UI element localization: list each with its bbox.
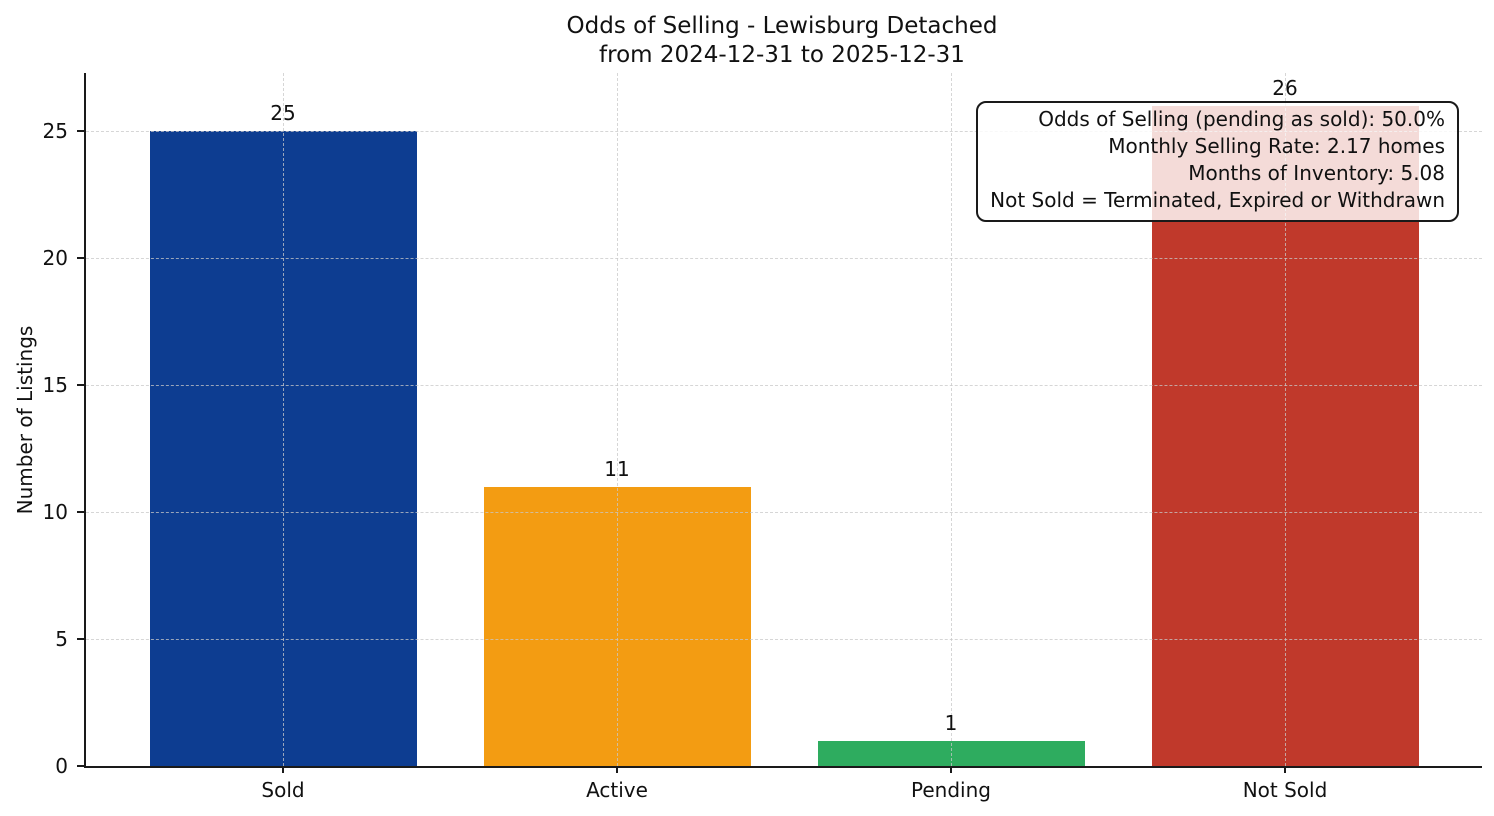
vertical-gridline xyxy=(951,73,952,766)
vertical-gridline xyxy=(283,73,284,766)
vertical-gridline xyxy=(617,73,618,766)
annotation-line-monthly-rate: Monthly Selling Rate: 2.17 homes xyxy=(1108,134,1445,158)
vertical-gridline xyxy=(1285,73,1286,766)
x-tick-mark xyxy=(282,766,284,773)
bar-value-label: 26 xyxy=(1272,75,1298,100)
y-tick-label: 10 xyxy=(42,500,68,524)
horizontal-gridline xyxy=(86,258,1482,259)
annotation-line-odds: Odds of Selling (pending as sold): 50.0% xyxy=(1038,107,1445,131)
y-tick-mark xyxy=(77,130,84,132)
y-tick-mark xyxy=(77,257,84,259)
y-tick-label: 0 xyxy=(55,754,68,778)
chart-title-line2: from 2024-12-31 to 2025-12-31 xyxy=(599,42,965,68)
x-tick-mark xyxy=(616,766,618,773)
y-tick-label: 5 xyxy=(55,627,68,651)
x-tick-label: Not Sold xyxy=(1242,778,1328,802)
x-tick-mark xyxy=(1284,766,1286,773)
annotation-box: Odds of Selling (pending as sold): 50.0%… xyxy=(976,101,1459,222)
chart-title: Odds of Selling - Lewisburg Detached fro… xyxy=(84,12,1480,70)
y-tick-mark xyxy=(77,638,84,640)
y-tick-mark xyxy=(77,765,84,767)
bar-value-label: 25 xyxy=(270,101,296,125)
x-tick-label: Pending xyxy=(911,778,991,802)
bar-value-label: 11 xyxy=(604,456,630,481)
y-tick-mark xyxy=(77,384,84,386)
horizontal-gridline xyxy=(86,385,1482,386)
y-tick-label: 25 xyxy=(42,119,68,143)
x-tick-label: Active xyxy=(586,778,648,802)
horizontal-gridline xyxy=(86,512,1482,513)
y-tick-label: 15 xyxy=(42,373,68,397)
horizontal-gridline xyxy=(86,639,1482,640)
annotation-line-notsold-def: Not Sold = Terminated, Expired or Withdr… xyxy=(990,188,1445,212)
x-tick-label: Sold xyxy=(261,778,305,802)
y-tick-mark xyxy=(77,511,84,513)
y-tick-label: 20 xyxy=(42,246,68,270)
horizontal-gridline xyxy=(86,131,1482,132)
x-tick-mark xyxy=(950,766,952,773)
y-axis-label: Number of Listings xyxy=(13,325,37,515)
bar-value-label: 1 xyxy=(944,710,958,735)
annotation-line-inventory: Months of Inventory: 5.08 xyxy=(1188,161,1445,185)
chart-title-line1: Odds of Selling - Lewisburg Detached xyxy=(566,13,998,39)
